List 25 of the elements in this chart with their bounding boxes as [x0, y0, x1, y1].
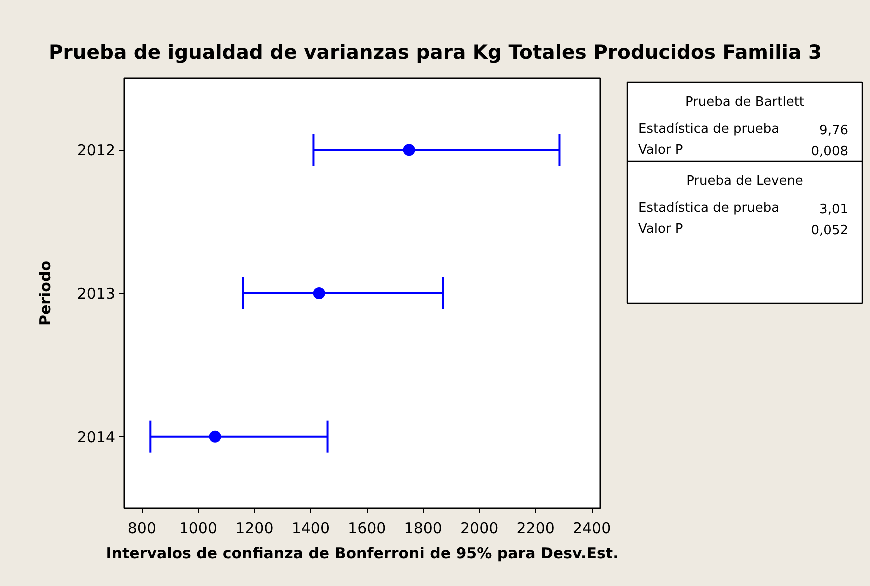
text: Valor P — [638, 222, 684, 237]
x-tick-label: 2000 — [460, 520, 499, 538]
text: Estadística de prueba — [638, 122, 780, 137]
x-tick-label: 1800 — [404, 520, 442, 538]
text: 3,01 — [820, 202, 849, 218]
y-tick-label: 2012 — [77, 142, 116, 160]
text: Prueba de Bartlett — [685, 95, 805, 110]
text: Valor P — [638, 143, 684, 158]
y-tick-label: 2013 — [77, 285, 116, 303]
y-tick-label: 2014 — [77, 428, 116, 446]
chart-title: Prueba de igualdad de varianzas para Kg Totales Producidos Familia 3 — [48, 41, 822, 64]
x-tick-label: 800 — [128, 520, 157, 538]
x-tick-label: 1400 — [292, 520, 330, 538]
x-tick-label: 1200 — [236, 520, 274, 538]
text: 9,76 — [820, 124, 849, 138]
x-tick-label: 1600 — [348, 520, 386, 538]
text: 0,052 — [811, 224, 848, 238]
text: 0,008 — [811, 144, 848, 160]
x-axis-title: Intervalos de confianza de Bonferroni de 95% para Desv.Est. — [106, 544, 619, 562]
x-tick-label: 1000 — [179, 520, 218, 538]
x-tick-label: 2200 — [516, 520, 555, 538]
text: Estadística de prueba — [638, 201, 780, 216]
x-tick-label: 2400 — [572, 520, 612, 538]
text: Prueba de Levene — [686, 174, 804, 189]
y-axis-title: Periodo — [36, 260, 54, 326]
